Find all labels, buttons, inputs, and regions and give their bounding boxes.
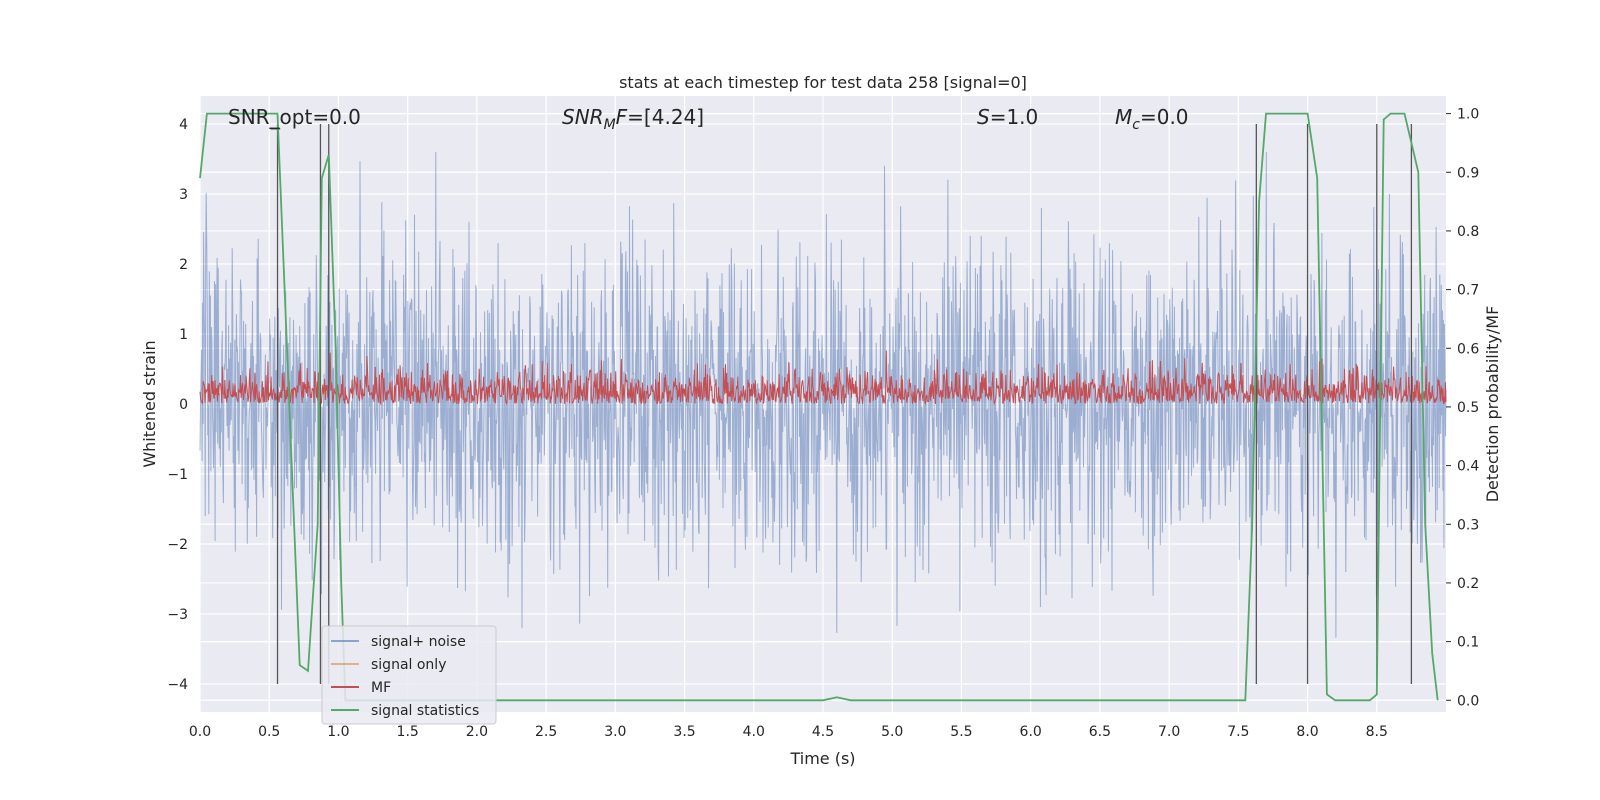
annotation-s-symbol: S — [977, 105, 990, 129]
y-right-tick-label: 0.3 — [1457, 517, 1479, 533]
x-tick-label: 1.0 — [327, 724, 349, 740]
y-right-tick-label: 0.2 — [1457, 576, 1479, 592]
x-tick-label: 2.5 — [535, 724, 557, 740]
y-left-tick-label: 3 — [179, 187, 188, 203]
annotation-snr-opt: SNR_opt=0.0 — [228, 105, 361, 129]
y-axis-right-ticks: 0.0 0.1 0.2 0.3 0.4 0.5 0.6 0.7 0.8 0.9 1.0 — [1446, 107, 1479, 709]
x-tick-label: 7.5 — [1227, 724, 1249, 740]
y-right-tick-label: 0.5 — [1457, 400, 1479, 416]
annotation-s-value: =1.0 — [990, 105, 1039, 129]
annotation-s: S=1.0 — [977, 105, 1038, 129]
legend-label-signal-noise: signal+ noise — [371, 634, 466, 650]
y-left-tick-label: 0 — [179, 397, 188, 413]
y-right-tick-label: 0.1 — [1457, 635, 1479, 651]
annotation-mc-subscript: c — [1132, 117, 1140, 133]
x-tick-label: 3.5 — [673, 724, 695, 740]
annotation-snr-mf: SNRMF=[4.24] — [562, 105, 704, 133]
signal-statistics-line — [199, 112, 1439, 702]
x-tick-label: 5.5 — [950, 724, 972, 740]
y-axis-right-label: Detection probability/MF — [1483, 306, 1502, 503]
y-left-tick-label: −4 — [167, 677, 188, 693]
y-right-tick-label: 0.7 — [1457, 283, 1479, 299]
x-tick-label: 4.5 — [812, 724, 834, 740]
legend-label-mf: MF — [371, 680, 391, 696]
x-axis-ticks: 0.0 0.5 1.0 1.5 2.0 2.5 3.0 3.5 4.0 4.5 5.0 5.5 6.0 6… — [189, 724, 1388, 740]
x-tick-label: 8.0 — [1296, 724, 1318, 740]
annotation-snr-mf-value: =[4.24] — [627, 105, 704, 129]
signal-statistics-series — [199, 112, 1439, 702]
annotation-snr-mf-symbol: SNR — [562, 105, 604, 129]
x-tick-label: 7.0 — [1158, 724, 1180, 740]
y-left-tick-label: 4 — [179, 117, 188, 133]
legend-label-signal-statistics: signal statistics — [371, 703, 479, 719]
x-tick-label: 6.0 — [1020, 724, 1042, 740]
legend-label-signal-only: signal only — [371, 657, 446, 673]
x-tick-label: 0.0 — [189, 724, 211, 740]
y-axis-left-ticks: −4 −3 −2 −1 0 1 2 3 4 — [167, 117, 188, 693]
y-right-tick-label: 0.4 — [1457, 459, 1479, 475]
chart-title: stats at each timestep for test data 258… — [619, 73, 1027, 92]
y-right-tick-label: 0.8 — [1457, 224, 1479, 240]
annotation-mc: Mc=0.0 — [1115, 105, 1189, 133]
y-axis-left-label: Whitened strain — [140, 340, 159, 467]
y-left-tick-label: −3 — [167, 607, 188, 623]
x-tick-label: 2.0 — [466, 724, 488, 740]
mf-series — [199, 350, 1447, 406]
annotation-mc-symbol: M — [1115, 105, 1132, 129]
annotation-snr-mf-f: F — [616, 105, 628, 129]
legend-box — [321, 625, 497, 725]
x-tick-label: 0.5 — [258, 724, 280, 740]
x-axis-label: Time (s) — [789, 749, 855, 768]
annotation-mc-value: =0.0 — [1140, 105, 1189, 129]
legend: signal+ noise signal only MF signal stat… — [321, 625, 497, 725]
y-right-tick-label: 0.9 — [1457, 165, 1479, 181]
vertical-markers — [270, 124, 1413, 684]
x-tick-label: 3.0 — [604, 724, 626, 740]
y-left-tick-label: 2 — [179, 257, 188, 273]
x-tick-label: 5.0 — [881, 724, 903, 740]
x-tick-label: 4.0 — [743, 724, 765, 740]
annotation-snr-mf-subscript: M — [604, 117, 616, 133]
y-right-tick-label: 1.0 — [1457, 107, 1479, 123]
y-right-tick-label: 0.6 — [1457, 341, 1479, 357]
x-tick-label: 8.5 — [1366, 724, 1388, 740]
y-left-tick-label: −1 — [167, 467, 188, 483]
y-left-tick-label: −2 — [167, 537, 188, 553]
y-left-tick-label: 1 — [179, 327, 188, 343]
y-right-tick-label: 0.0 — [1457, 693, 1479, 709]
x-tick-label: 1.5 — [397, 724, 419, 740]
x-tick-label: 6.5 — [1089, 724, 1111, 740]
mf-line — [199, 350, 1447, 406]
